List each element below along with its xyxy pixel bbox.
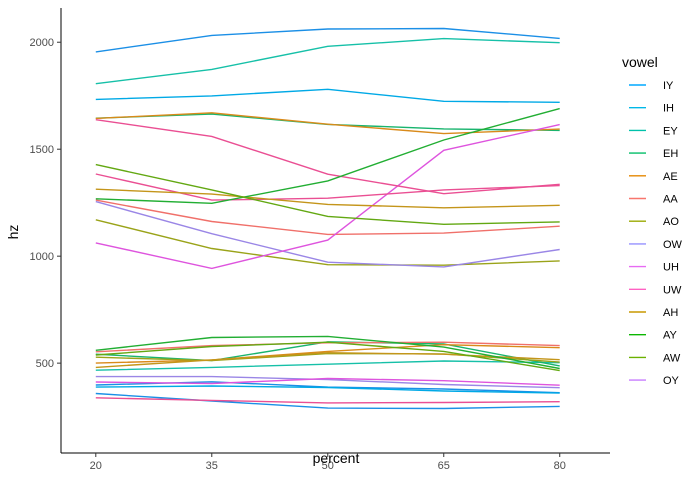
plot-area xyxy=(95,27,560,410)
legend: vowel IY IH EY EH AE AA AO OW UH UW AH AY AW OY xyxy=(622,54,683,387)
series-line-0 xyxy=(95,27,560,53)
series-line-11 xyxy=(95,199,560,236)
series-line-13 xyxy=(95,219,560,266)
legend-item: AA xyxy=(629,194,678,206)
y-tick-label: 1000 xyxy=(30,251,54,263)
legend-label: AY xyxy=(663,330,678,342)
legend-label: EH xyxy=(663,148,678,160)
series-line-17 xyxy=(95,123,560,270)
y-tick-label: 2000 xyxy=(30,37,54,49)
legend-label: EY xyxy=(663,125,678,137)
x-axis: 20 35 50 65 80 xyxy=(61,452,610,472)
series-line-26 xyxy=(95,163,560,226)
series-line-16 xyxy=(95,375,560,389)
x-tick-label: 50 xyxy=(322,460,334,472)
legend-label: IY xyxy=(663,80,674,92)
x-tick-label: 65 xyxy=(438,460,450,472)
series-line-10 xyxy=(95,343,560,364)
series-line-15 xyxy=(95,200,560,268)
legend-item: AE xyxy=(629,171,678,183)
x-tick-label: 80 xyxy=(554,460,566,472)
series-line-5 xyxy=(95,37,560,85)
y-tick-label: 500 xyxy=(36,358,54,370)
legend-item: IH xyxy=(629,103,674,115)
series-line-2 xyxy=(95,392,560,410)
series-line-24 xyxy=(95,107,560,205)
legend-item: EH xyxy=(629,148,678,160)
series-line-21 xyxy=(95,397,560,404)
legend-item: OW xyxy=(629,239,683,251)
legend-item: AO xyxy=(629,216,679,228)
legend-label: AH xyxy=(663,307,678,319)
legend-item: AY xyxy=(629,330,678,342)
legend-label: UW xyxy=(663,284,682,296)
x-axis-title: percent xyxy=(313,450,360,466)
legend-label: UH xyxy=(663,262,679,274)
series-line-27 xyxy=(95,341,560,372)
x-tick-label: 35 xyxy=(206,460,218,472)
legend-label: AO xyxy=(663,216,679,228)
series-line-6 xyxy=(95,360,560,371)
legend-label: OY xyxy=(663,375,680,387)
y-axis: 500 1000 1500 2000 xyxy=(30,8,62,453)
series-line-19 xyxy=(95,119,560,195)
legend-label: AE xyxy=(663,171,678,183)
series-line-9 xyxy=(95,112,560,135)
legend-item: IY xyxy=(629,80,674,92)
series-line-25 xyxy=(95,335,560,370)
series-line-18 xyxy=(95,377,560,386)
y-axis-title: hz xyxy=(5,225,21,240)
y-tick-label: 1500 xyxy=(30,144,54,156)
legend-item: UW xyxy=(629,284,682,296)
legend-label: IH xyxy=(663,103,674,115)
legend-item: EY xyxy=(629,125,678,137)
legend-title: vowel xyxy=(622,54,658,70)
legend-item: AH xyxy=(629,307,678,319)
x-tick-label: 20 xyxy=(90,460,102,472)
series-line-23 xyxy=(95,351,560,369)
legend-item: UH xyxy=(629,262,679,274)
series-line-22 xyxy=(95,188,560,209)
legend-label: AW xyxy=(663,352,681,364)
legend-item: OY xyxy=(629,375,680,387)
series-line-20 xyxy=(95,173,560,201)
legend-label: AA xyxy=(663,194,678,206)
series-line-4 xyxy=(95,385,560,394)
series-line-3 xyxy=(95,88,560,103)
legend-label: OW xyxy=(663,239,683,251)
legend-item: AW xyxy=(629,352,681,364)
